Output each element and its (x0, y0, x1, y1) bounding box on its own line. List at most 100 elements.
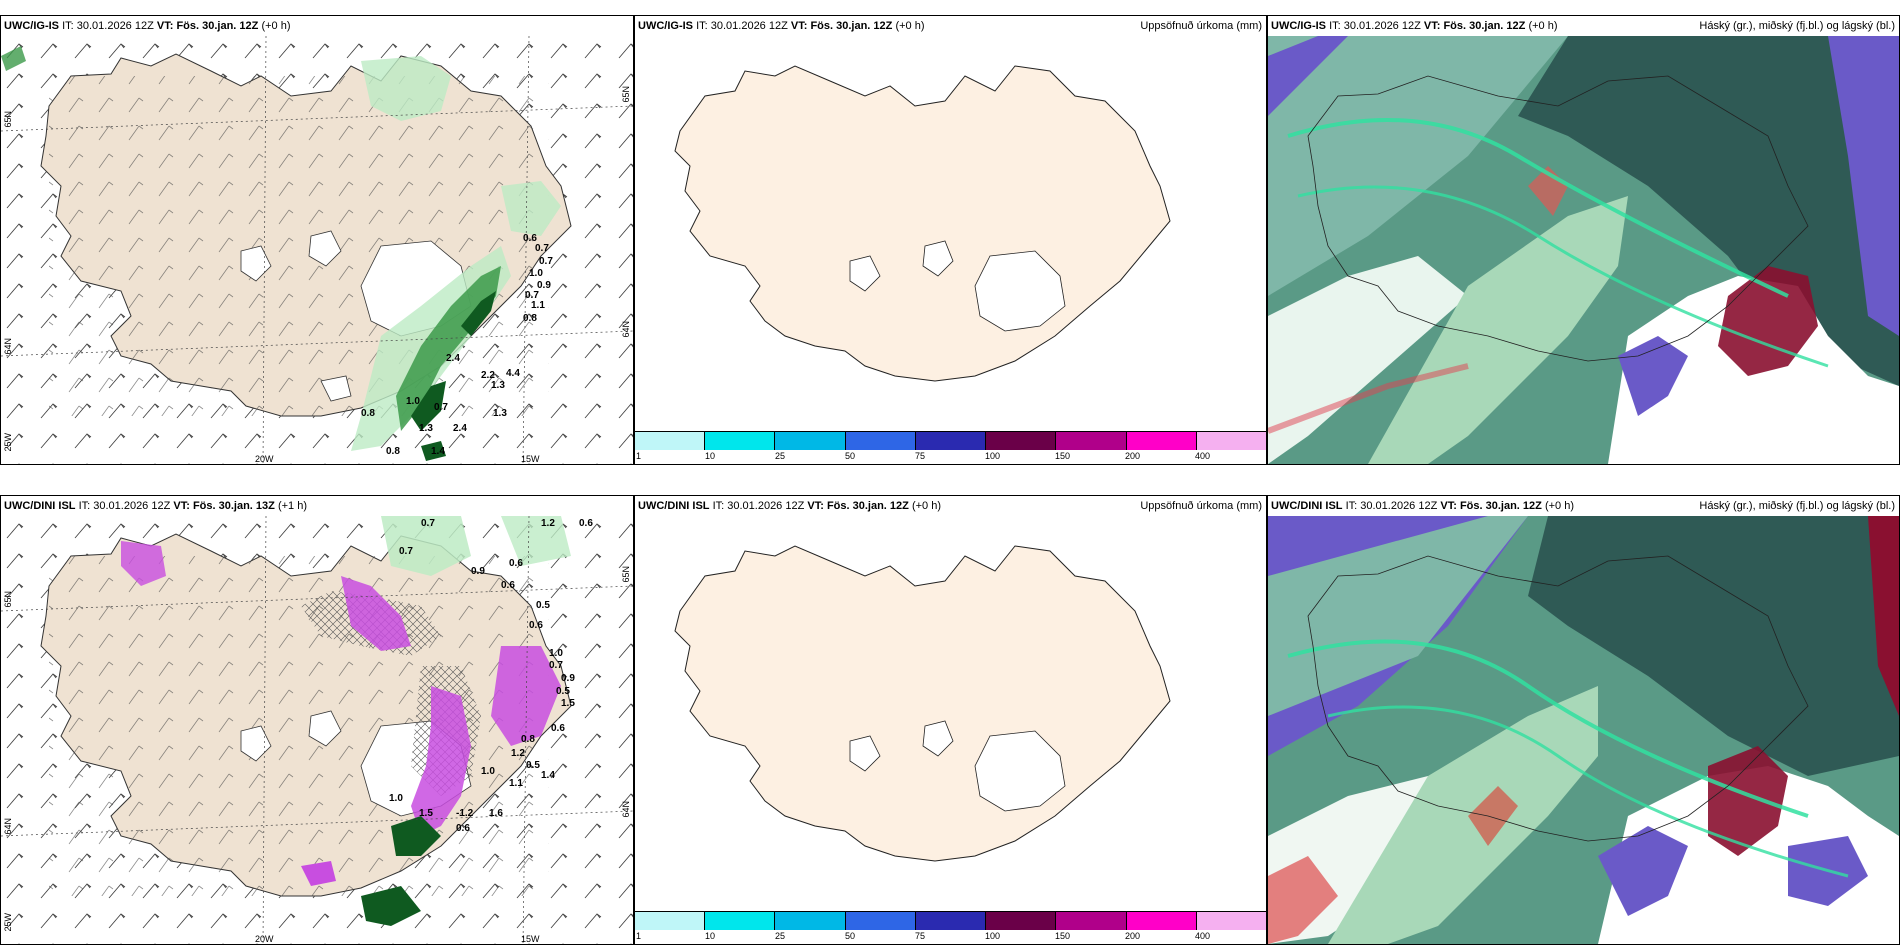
precip-value-label: 4.4 (506, 368, 520, 379)
precip-value-label: 0.9 (561, 673, 575, 684)
lon-tick: 20W (255, 454, 274, 464)
colorbar-label: 400 (1195, 451, 1211, 461)
precip-value-label: 1.4 (541, 770, 555, 781)
precip-value-label: 0.9 (537, 280, 551, 291)
wind-map: 0.60.70.71.00.90.71.10.82.42.2 4.41.31.00… (1, 36, 633, 464)
lat-tick: 25W (3, 433, 13, 452)
precip-value-label: 0.5 (556, 686, 570, 697)
precip-value-label: 0.6 (523, 233, 537, 244)
colorbar-swatch (915, 432, 987, 450)
valid-time: Fös. 30.jan. 12Z (1443, 20, 1526, 32)
precip-value-label: 1.4 (431, 446, 445, 457)
precip-value-label: 0.7 (535, 243, 549, 254)
precip-value-label: 0.5 (526, 760, 540, 771)
valid-time: Fös. 30.jan. 13Z (192, 500, 275, 512)
precip-value-label: 1.1 (509, 778, 523, 789)
precip-value-label: 0.8 (361, 408, 375, 419)
precip-value-label: 0.8 (521, 734, 535, 745)
precip-value-label: 1.3 (419, 423, 433, 434)
cloud-panel-row1: UWC/IG-IS IT: 30.01.2026 12Z VT: Fös. 30… (1267, 15, 1900, 465)
colorbar-label: 400 (1195, 931, 1211, 941)
precip-value-label: 0.8 (386, 446, 400, 457)
colorbar-labels: 1 10 25 50 75 100 150 200 400 (635, 931, 1266, 943)
colorbar-label: 25 (775, 931, 786, 941)
colorbar-swatch (986, 432, 1057, 450)
lead-time: (+0 h) (261, 20, 291, 32)
colorbar-label: 50 (845, 451, 856, 461)
field-title: Háský (gr.), miðský (fj.bl.) og lágský (… (1699, 500, 1895, 512)
precip-value-label: 1.3 (491, 380, 505, 391)
colorbar-label: 200 (1125, 931, 1141, 941)
colorbar-label: 75 (915, 931, 926, 941)
colorbar-label: 100 (985, 451, 1001, 461)
lon-tick: 20W (255, 934, 274, 944)
precip-value-label: 1.0 (406, 396, 420, 407)
graticule (1, 36, 633, 464)
colorbar-swatch (1056, 912, 1127, 930)
model-name: UWC/IG-IS (1271, 20, 1326, 32)
colorbar-swatch (845, 912, 916, 930)
precip-colorbar (635, 911, 1266, 930)
it-label: IT: (696, 20, 708, 32)
colorbar-swatch (775, 432, 846, 450)
iceland-landmass (674, 545, 1171, 862)
lon-tick: 15W (521, 934, 540, 944)
precip-accum-panel-row2: UWC/DINI ISL IT: 30.01.2026 12Z VT: Fös.… (634, 495, 1267, 945)
precip-value-label: 0.6 (579, 518, 593, 529)
field-title: Háský (gr.), miðský (fj.bl.) og lágský (… (1699, 20, 1895, 32)
precip-value-label: 0.9 (471, 566, 485, 577)
precip-value-label: 0.6 (509, 558, 523, 569)
precip-map (674, 65, 1171, 382)
precip-value-label: 0.5 (536, 600, 550, 611)
model-name: UWC/IG-IS (4, 20, 59, 32)
precip-value-label: 1.2 (541, 518, 555, 529)
panel-header: UWC/IG-IS IT: 30.01.2026 12Z VT: Fös. 30… (1268, 16, 1899, 36)
vt-label: VT: (807, 500, 824, 512)
colorbar-label: 100 (985, 931, 1001, 941)
lead-time: (+0 h) (1544, 500, 1574, 512)
field-title: Uppsöfnuð úrkoma (mm) (1140, 500, 1262, 512)
lead-time: (+1 h) (277, 500, 307, 512)
precip-value-label: 1.0 (529, 268, 543, 279)
precip-value-label: 1.2 (511, 748, 525, 759)
vt-label: VT: (173, 500, 190, 512)
colorbar-swatch (1126, 912, 1197, 930)
vt-label: VT: (1440, 500, 1457, 512)
valid-time: Fös. 30.jan. 12Z (826, 500, 909, 512)
iceland-landmass (674, 65, 1171, 382)
colorbar-labels: 1 10 25 50 75 100 150 200 400 (635, 451, 1266, 463)
vt-label: VT: (790, 20, 808, 32)
precip-value-label: 0.6 (501, 580, 515, 591)
model-name: UWC/DINI ISL (4, 500, 76, 512)
model-name: UWC/DINI ISL (1271, 500, 1343, 512)
precip-value-label: 0.7 (539, 256, 553, 267)
init-time: 30.01.2026 12Z (710, 20, 788, 32)
colorbar-swatch (705, 432, 776, 450)
precip-value-label: 0.8 (523, 313, 537, 324)
colorbar-swatch (986, 912, 1057, 930)
colorbar-swatch (1056, 432, 1127, 450)
init-time: 30.01.2026 12Z (76, 20, 154, 32)
precip-accum-panel-row1: UWC/IG-IS IT: 30.01.2026 12Z VT: Fös. 30… (634, 15, 1267, 465)
precip-value-label: 0.7 (434, 402, 448, 413)
precip-value-label: 1.5 (561, 698, 575, 709)
colorbar-swatch (915, 912, 987, 930)
panel-header: UWC/DINI ISL IT: 30.01.2026 12Z VT: Fös.… (1268, 496, 1899, 516)
colorbar-label: 200 (1125, 451, 1141, 461)
lat-tick-right: 64N (621, 801, 631, 818)
panel-header: UWC/DINI ISL IT: 30.01.2026 12Z VT: Fös.… (635, 496, 1266, 516)
lat-tick: 65N (3, 111, 13, 128)
lead-time: (+0 h) (1528, 20, 1558, 32)
init-time: 30.01.2026 12Z (93, 500, 171, 512)
precip-value-label: 2.4 (453, 423, 467, 434)
precip-value-label: 0.6 (456, 823, 470, 834)
lat-tick: 64N (3, 818, 13, 835)
it-label: IT: (78, 500, 91, 512)
field-title: Uppsöfnuð úrkoma (mm) (1140, 20, 1262, 32)
precip-value-label: -1.2 (456, 808, 474, 819)
graticule (1, 516, 633, 944)
precip-value-label: 1.3 (493, 408, 507, 419)
colorbar-swatch (775, 912, 846, 930)
valid-time: Fös. 30.jan. 12Z (176, 20, 259, 32)
panel-header: UWC/DINI ISL IT: 30.01.2026 12Z VT: Fös.… (1, 496, 633, 516)
